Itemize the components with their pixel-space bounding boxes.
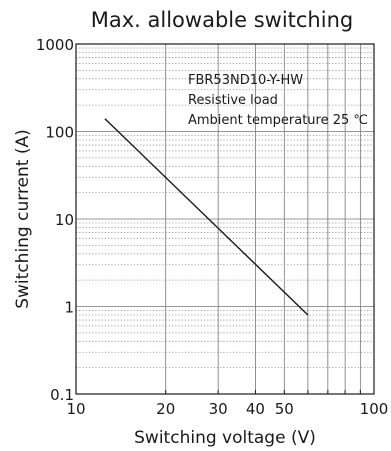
y-tick-label: 1000: [36, 36, 74, 54]
y-tick-label: 1: [64, 299, 74, 317]
series-layer: [104, 118, 309, 316]
y-tick-label: 100: [45, 124, 74, 142]
chart-title: Max. allowable switching: [91, 8, 353, 32]
x-tick-label: 40: [246, 400, 265, 418]
annotations: FBR53ND10-Y-HW Resistive load Ambient temp…: [188, 73, 368, 128]
x-tick-label: 20: [156, 400, 175, 418]
x-tick-labels: 10 20 30 40 50 100: [66, 400, 388, 418]
x-tick-label: 30: [209, 400, 228, 418]
x-axis-label: Switching voltage (V): [134, 428, 316, 448]
series-line: [104, 118, 309, 316]
annotation-text: Ambient temperature 25 ℃: [188, 113, 368, 128]
y-tick-labels: 0.1 1 10 100 1000: [36, 36, 74, 404]
annotation-text: FBR53ND10-Y-HW: [188, 73, 303, 88]
x-tick-label: 50: [275, 400, 294, 418]
annotation-text: Resistive load: [188, 93, 278, 108]
plot-frame: [75, 43, 375, 395]
y-axis-label: Switching current (A): [13, 129, 33, 309]
y-tick-label: 0.1: [50, 386, 74, 404]
x-tick-label: 100: [360, 400, 389, 418]
x-tick-label: 10: [66, 400, 85, 418]
grid-lines: [75, 44, 375, 394]
y-tick-label: 10: [55, 211, 74, 229]
